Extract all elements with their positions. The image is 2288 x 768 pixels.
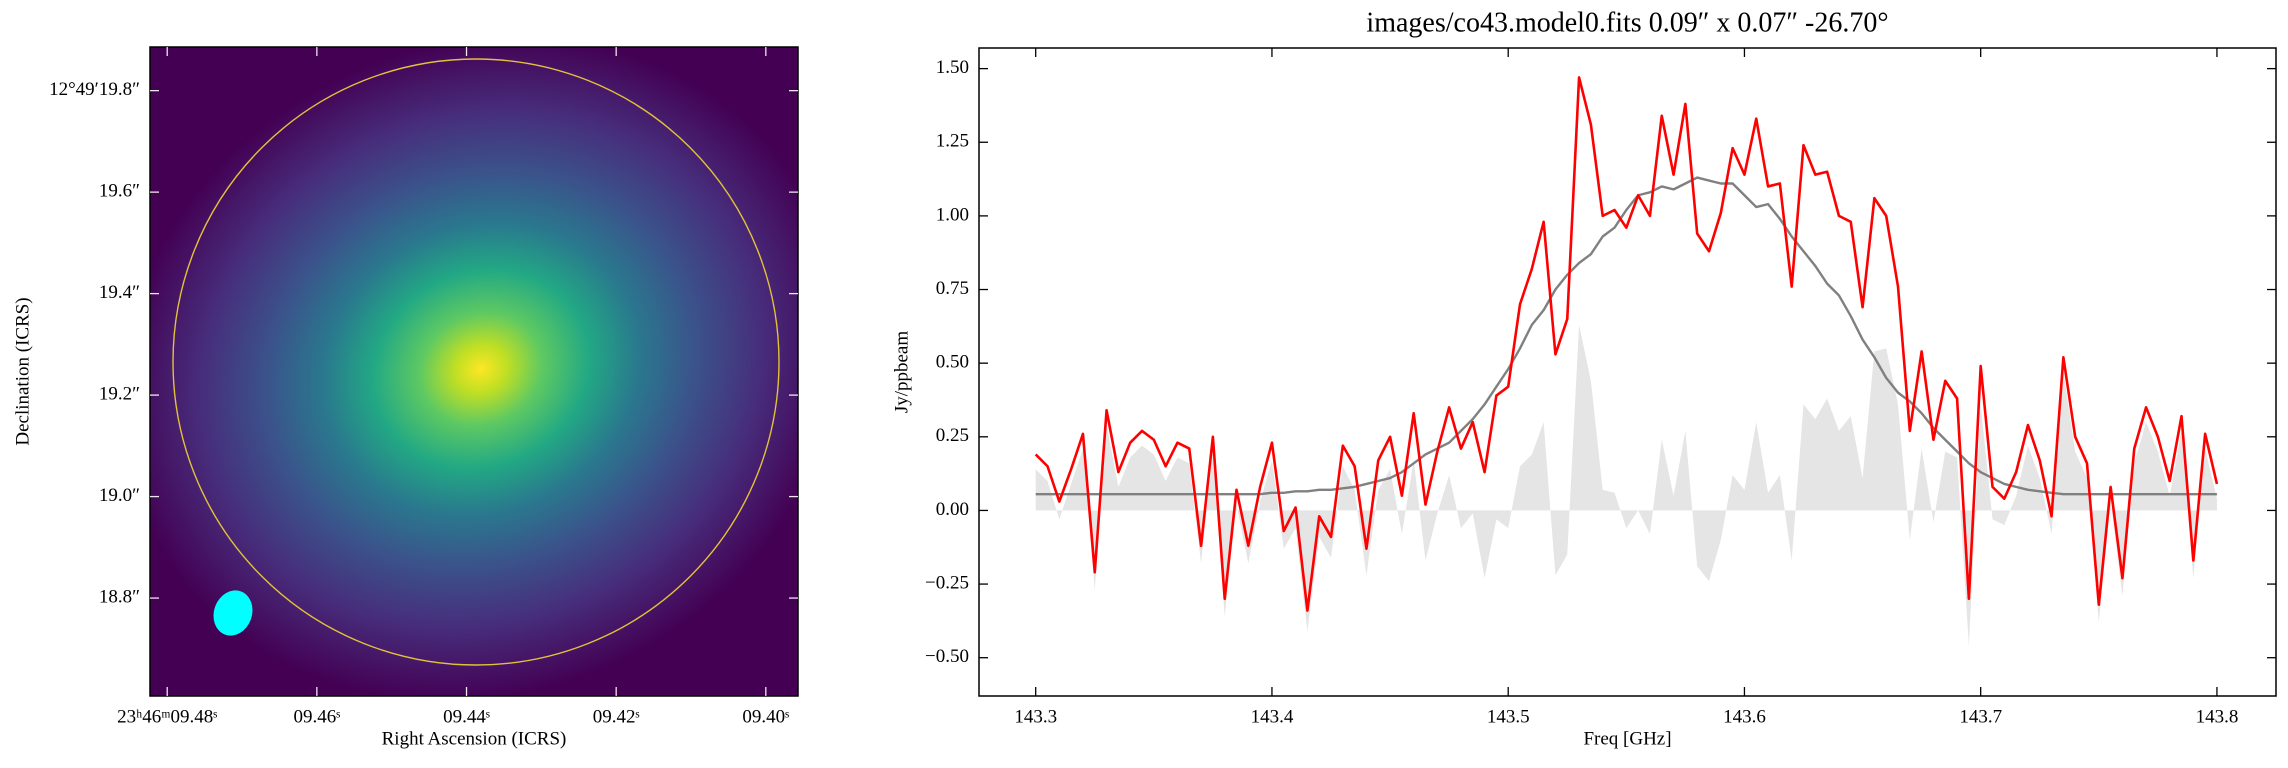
y-tick-label: 12°49′19.8″: [49, 79, 140, 100]
series-line: [1034, 76, 2219, 612]
y-axis-label: Declination (ICRS): [12, 297, 33, 445]
y-tick-label: 0.00: [936, 499, 969, 520]
y-axis-label: Jy/ppbeam: [891, 331, 912, 414]
y-tick-label: 19.0″: [99, 485, 140, 506]
x-axis-label: Right Ascension (ICRS): [382, 728, 567, 749]
plot-layer: [1034, 76, 2219, 646]
y-tick-label: 0.25: [936, 425, 969, 446]
x-axis-label: Freq [GHz]: [1583, 728, 1671, 749]
y-tick-label: 19.6″: [99, 180, 140, 201]
y-tick-label: 1.50: [936, 57, 969, 78]
x-tick-label: 143.6: [1723, 706, 1766, 727]
y-tick-label: 19.4″: [99, 282, 140, 303]
y-tick-label: 18.8″: [99, 586, 140, 607]
aperture: [172, 58, 780, 666]
y-tick-label: 1.00: [936, 204, 969, 225]
y-tick-label: 0.75: [936, 278, 969, 299]
x-tick-label: 09.46ˢ: [293, 706, 340, 727]
x-tick-label: 09.40ˢ: [742, 706, 789, 727]
y-tick-label: 19.2″: [99, 383, 140, 404]
x-tick-label: 09.44ˢ: [443, 706, 490, 727]
sky-image: [150, 47, 798, 696]
axes-frame: [978, 47, 2277, 697]
x-tick-label: 143.3: [1014, 706, 1057, 727]
image-layer: [150, 47, 798, 696]
y-tick-label: −0.25: [925, 572, 969, 593]
axes-frame: [149, 46, 799, 697]
chart-title: images/co43.model0.fits 0.09″ x 0.07″ -2…: [1366, 7, 1888, 38]
residual-area: [1035, 324, 2217, 646]
x-tick-label: 143.4: [1251, 706, 1294, 727]
y-tick-label: −0.50: [925, 646, 969, 667]
beam: [213, 590, 253, 636]
x-tick-label: 143.8: [2196, 706, 2239, 727]
series-line: [1035, 176, 2217, 496]
x-tick-label: 143.5: [1487, 706, 1530, 727]
x-tick-label: 09.42ˢ: [593, 706, 640, 727]
x-tick-label: 23ʰ46ᵐ09.48ˢ: [117, 706, 217, 727]
y-tick-label: 0.50: [936, 352, 969, 373]
x-tick-label: 143.7: [1959, 706, 2002, 727]
y-tick-label: 1.25: [936, 131, 969, 152]
